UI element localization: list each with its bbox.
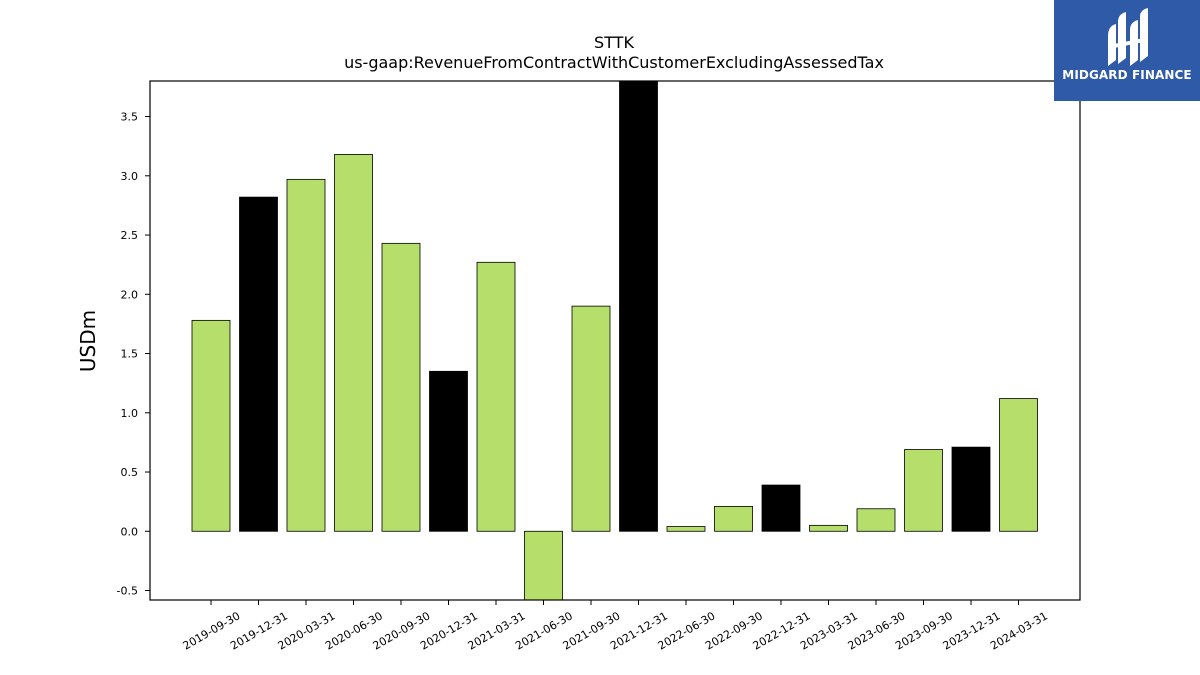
- bar-2019-12-31: [239, 196, 278, 532]
- bar-2021-06-30: [524, 530, 563, 601]
- bar-2019-09-30: [191, 319, 231, 532]
- plot-frame: [149, 80, 1081, 601]
- y-tick-label: -0.5: [117, 585, 138, 598]
- y-tick-label: 1.0: [121, 407, 139, 420]
- bar-2023-09-30: [904, 449, 943, 532]
- bar-2024-03-31: [999, 398, 1038, 532]
- y-tick-label: 0.0: [121, 525, 139, 538]
- y-tick-label: 2.0: [121, 288, 139, 301]
- bar-2022-06-30: [666, 526, 706, 532]
- bar-2022-09-30: [714, 505, 753, 532]
- bar-2021-03-31: [476, 261, 516, 532]
- chart-title: STTK: [594, 33, 634, 52]
- midgard-finance-logo: MIDGARD FINANCE: [1054, 0, 1200, 101]
- bar-2020-09-30: [381, 242, 421, 532]
- plot-area: -0.50.00.51.01.52.02.53.03.52019-09-3020…: [117, 80, 1050, 653]
- midgard-logo-icon: [1108, 8, 1148, 66]
- bar-2021-12-31: [619, 80, 658, 532]
- y-tick-label: 3.5: [121, 111, 139, 124]
- logo-text: MIDGARD FINANCE: [1062, 68, 1192, 82]
- y-tick-label: 1.5: [121, 348, 139, 361]
- bar-2022-12-31: [761, 484, 801, 532]
- bar-2023-12-31: [951, 446, 991, 532]
- y-tick-label: 2.5: [121, 229, 139, 242]
- bar-2020-12-31: [429, 370, 468, 532]
- bar-2023-06-30: [856, 508, 896, 532]
- bar-2023-03-31: [809, 524, 848, 532]
- y-tick-label: 3.0: [121, 170, 139, 183]
- bar-2020-03-31: [286, 178, 326, 532]
- chart-subtitle: us-gaap:RevenueFromContractWithCustomerE…: [344, 53, 884, 72]
- y-axis-label: USDm: [76, 310, 100, 372]
- bar-2021-09-30: [571, 305, 611, 532]
- y-tick-label: 0.5: [121, 466, 139, 479]
- bar-2020-06-30: [334, 154, 373, 532]
